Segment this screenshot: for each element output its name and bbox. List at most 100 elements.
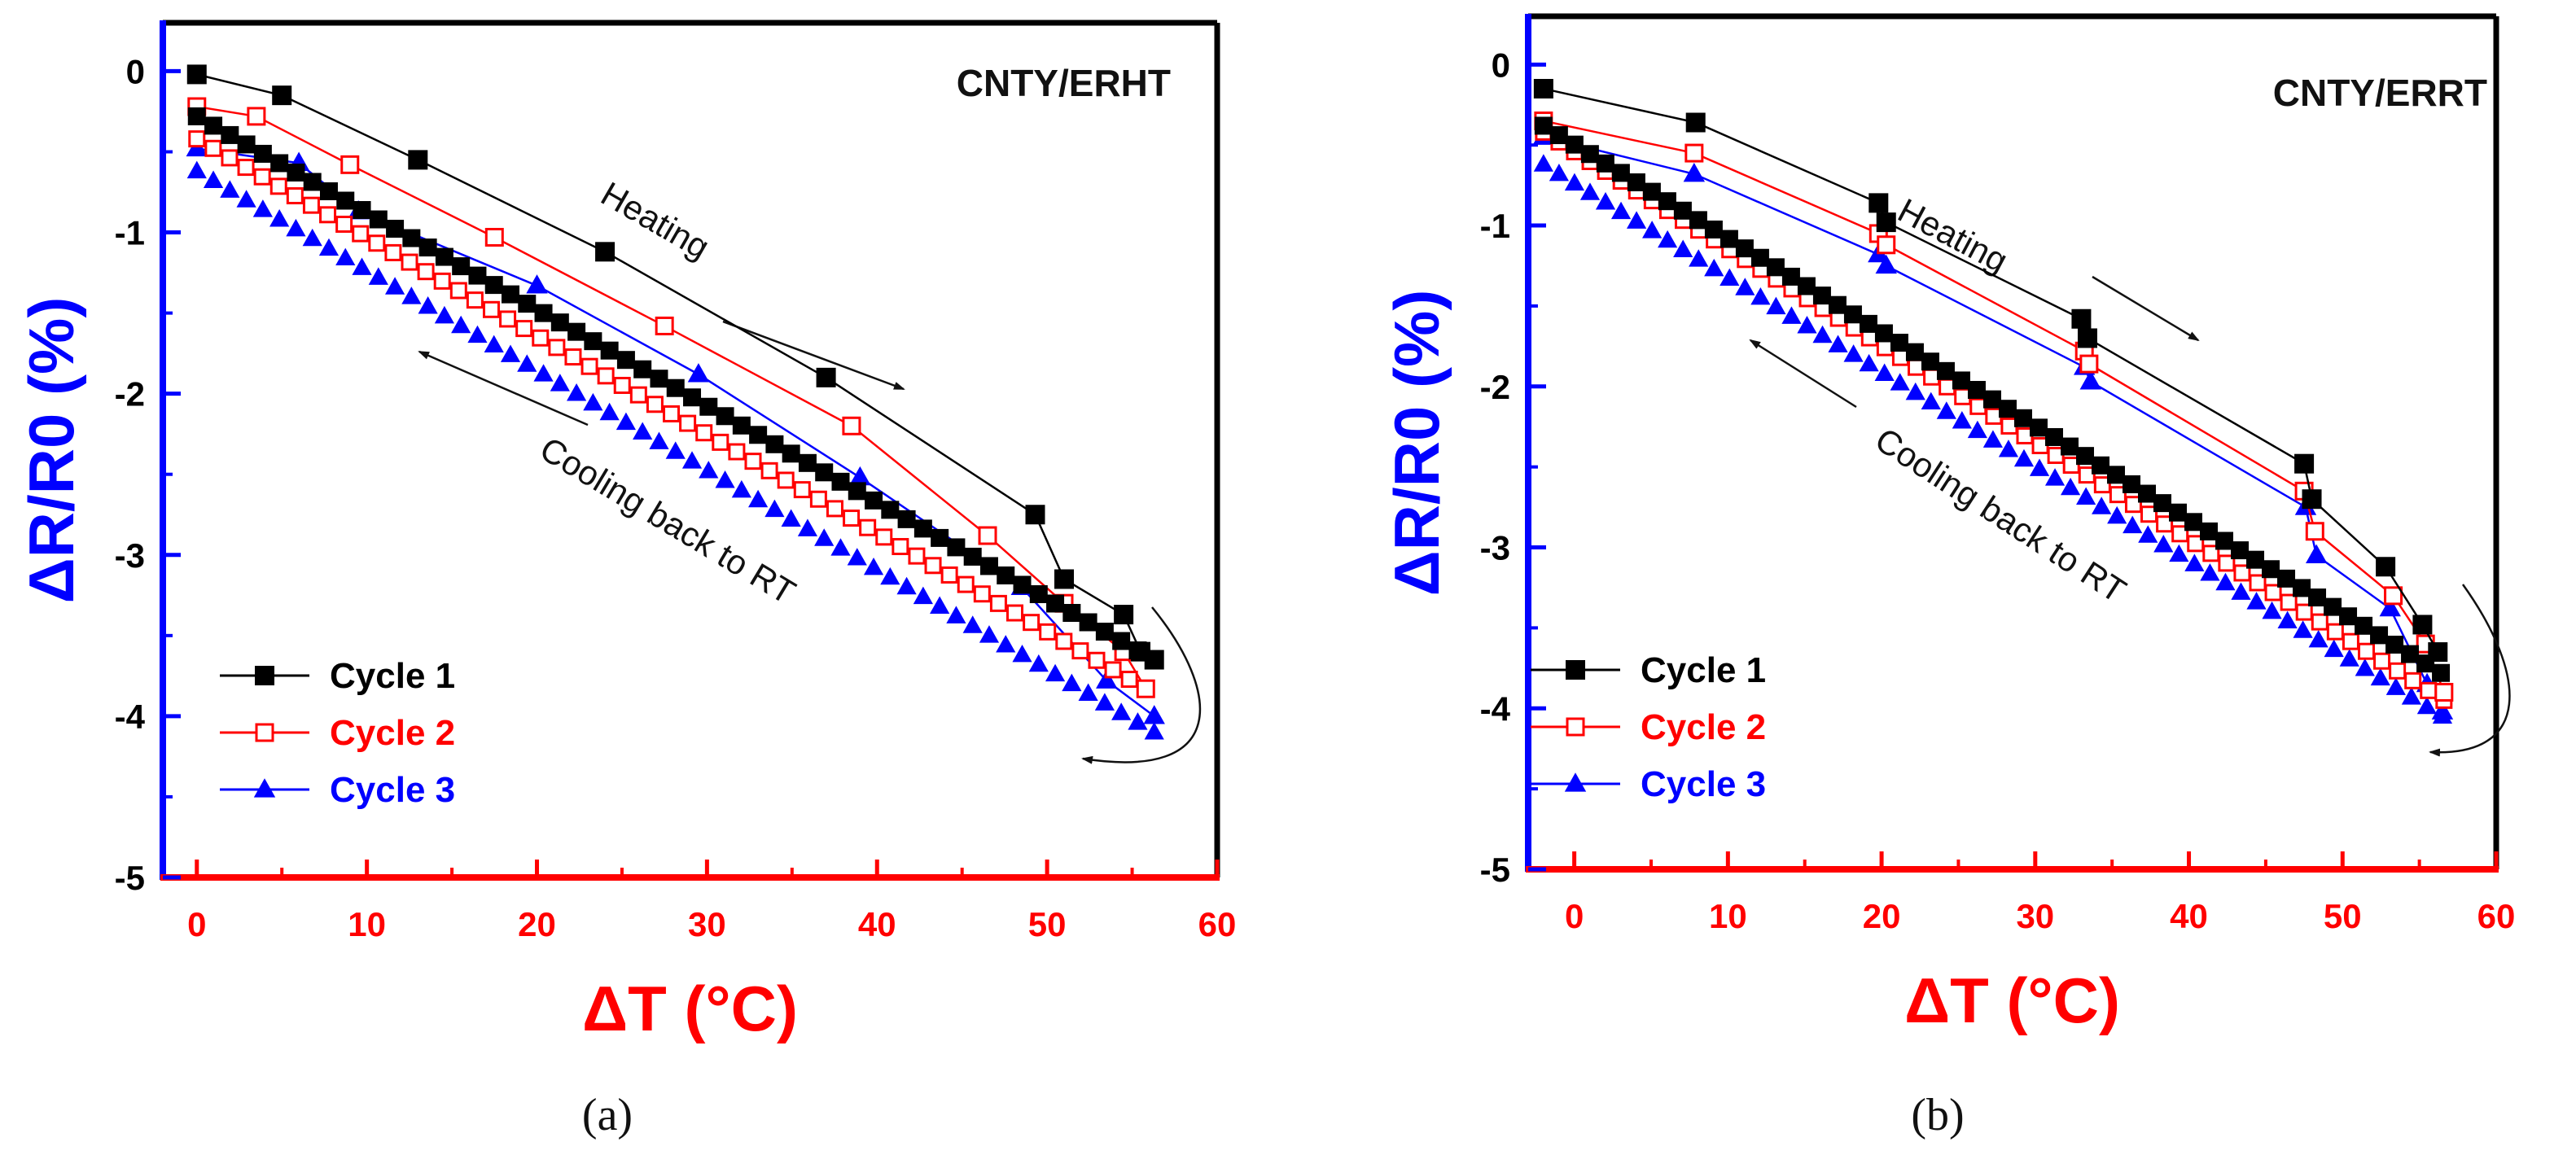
data-point-marker — [1023, 614, 1040, 632]
data-point-marker — [2233, 564, 2251, 582]
data-point-marker — [186, 160, 207, 179]
data-point-marker — [2231, 582, 2251, 600]
data-point-marker — [1683, 162, 1706, 182]
data-point-marker — [2401, 645, 2420, 663]
data-point-marker — [2153, 494, 2171, 513]
data-point-marker — [2071, 308, 2092, 329]
data-point-marker — [2079, 370, 2101, 390]
data-point-marker — [2246, 550, 2265, 569]
data-point-marker — [1905, 382, 1925, 400]
data-point-marker — [2357, 642, 2375, 660]
data-point-marker — [2184, 553, 2205, 571]
data-point-marker — [2293, 579, 2311, 597]
data-point-marker — [1673, 201, 1692, 220]
data-point-marker — [2339, 607, 2358, 626]
data-point-marker — [418, 238, 437, 257]
y-tick-label: -5 — [1480, 851, 1510, 889]
data-point-marker — [484, 227, 504, 247]
data-point-marker — [1029, 584, 1048, 603]
data-point-marker — [1998, 400, 2017, 418]
x-tick-label: 30 — [2016, 897, 2054, 935]
x-tick-label: 60 — [1198, 905, 1237, 943]
data-point-marker — [809, 490, 827, 508]
data-point-marker — [681, 451, 703, 469]
data-point-marker — [679, 414, 697, 432]
series-1 — [186, 64, 1164, 670]
data-point-marker — [597, 367, 615, 385]
data-point-marker — [1859, 353, 1879, 372]
data-point-marker — [1114, 605, 1134, 625]
data-point-marker — [518, 295, 537, 313]
series-1 — [1533, 78, 2451, 682]
data-point-marker — [940, 566, 958, 584]
data-point-marker — [2373, 652, 2391, 670]
data-point-marker — [1549, 163, 1570, 182]
data-point-marker — [666, 378, 685, 397]
data-point-marker — [1642, 182, 1661, 201]
data-point-marker — [550, 313, 569, 332]
data-point-marker — [2122, 475, 2140, 493]
data-point-marker — [368, 267, 388, 285]
data-point-marker — [302, 196, 320, 214]
data-point-marker — [2013, 448, 2035, 467]
data-point-marker — [616, 351, 635, 370]
data-point-marker — [815, 463, 834, 482]
data-point-marker — [1877, 235, 1896, 255]
data-point-marker — [2308, 588, 2327, 607]
data-point-marker — [253, 778, 276, 798]
data-point-marker — [580, 357, 598, 375]
panel-caption: (b) — [1911, 1090, 1964, 1140]
y-tick-label: -1 — [1480, 207, 1510, 245]
data-point-marker — [255, 666, 274, 685]
data-point-marker — [599, 402, 620, 421]
data-point-marker — [368, 234, 386, 252]
data-point-marker — [1533, 154, 1553, 172]
data-point-marker — [1890, 334, 1908, 352]
data-point-marker — [715, 470, 735, 488]
data-point-marker — [793, 481, 811, 499]
legend-label: Cycle 1 — [1641, 650, 1766, 690]
data-point-marker — [1054, 569, 1075, 589]
data-point-marker — [1112, 632, 1131, 650]
data-point-marker — [286, 187, 304, 205]
data-point-marker — [501, 285, 519, 304]
data-point-marker — [253, 168, 271, 186]
data-point-marker — [1136, 679, 1155, 698]
y-tick-label: -4 — [115, 698, 146, 736]
data-point-marker — [451, 315, 471, 334]
y-axis-title: ΔR/R0 (%) — [1381, 290, 1452, 597]
data-point-marker — [2060, 437, 2079, 456]
data-point-marker — [1750, 248, 1769, 267]
data-point-marker — [2231, 541, 2250, 560]
data-point-marker — [1797, 316, 1817, 334]
data-point-marker — [633, 422, 653, 440]
data-point-marker — [499, 310, 517, 328]
data-point-marker — [1967, 420, 1987, 439]
data-point-marker — [1998, 440, 2019, 457]
data-point-marker — [913, 586, 933, 605]
data-point-marker — [1095, 623, 1114, 641]
heating-line — [196, 73, 1155, 661]
data-point-marker — [500, 344, 521, 362]
series-3 — [186, 137, 1165, 740]
data-point-marker — [1658, 230, 1678, 248]
data-point-marker — [2385, 677, 2406, 695]
data-point-marker — [2370, 626, 2389, 645]
loop-arrow — [2429, 584, 2511, 757]
data-point-marker — [2109, 486, 2127, 504]
data-point-marker — [2107, 505, 2127, 524]
data-point-marker — [595, 242, 616, 262]
data-point-marker — [1055, 632, 1073, 650]
legend-label: Cycle 1 — [330, 656, 455, 696]
data-point-marker — [534, 304, 553, 322]
data-point-marker — [1079, 613, 1097, 632]
data-point-marker — [186, 64, 207, 85]
data-point-marker — [629, 386, 647, 404]
data-point-marker — [1144, 722, 1164, 740]
data-point-marker — [2295, 603, 2313, 621]
x-tick-label: 40 — [2170, 897, 2208, 935]
data-point-marker — [2153, 535, 2174, 553]
data-point-marker — [1952, 410, 1972, 429]
data-point-marker — [896, 576, 917, 595]
